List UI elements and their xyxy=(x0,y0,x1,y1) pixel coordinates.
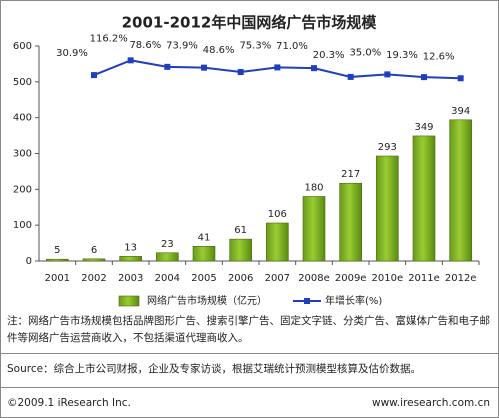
x-tick-label: 2007 xyxy=(265,273,290,284)
legend-label: 年增长率(%) xyxy=(325,294,382,307)
line-marker xyxy=(457,75,464,82)
line-label: 48.6% xyxy=(203,45,235,56)
x-tick-label: 2001 xyxy=(45,273,70,284)
bar xyxy=(339,182,362,262)
bar-label: 13 xyxy=(124,242,137,253)
line-label: 71.0% xyxy=(276,41,308,52)
copyright: ©2009.1 iResearch Inc. xyxy=(7,397,131,409)
bar-label: 23 xyxy=(161,239,174,250)
bar-label: 394 xyxy=(451,106,470,117)
bar xyxy=(449,119,472,262)
line-label: 30.9% xyxy=(56,48,88,59)
bar-label: 349 xyxy=(414,122,433,133)
chart-title: 2001-2012年中国网络广告市场规模 xyxy=(122,14,378,32)
bar xyxy=(82,258,106,262)
y-tick-label: 200 xyxy=(13,184,32,195)
separator xyxy=(1,387,498,388)
x-tick-label: 2010e xyxy=(372,273,404,284)
line-label: 116.2% xyxy=(90,33,128,44)
bar xyxy=(192,246,216,262)
bar-label: 41 xyxy=(198,232,211,243)
bar-label: 217 xyxy=(341,169,360,180)
line-label: 73.9% xyxy=(166,41,198,52)
line-marker xyxy=(421,74,427,81)
bar xyxy=(46,258,69,262)
y-tick-label: 0 xyxy=(26,256,32,267)
chart: 2001-2012年中国网络广告市场规模 0 100 200 300 400 500 600… xyxy=(13,14,480,307)
line-marker xyxy=(347,73,354,80)
source: Source：综合上市公司财报，企业及专家访谈，根据艾瑞统计预测模型核算及估价数… xyxy=(7,363,422,375)
x-tick-label: 2005 xyxy=(191,273,216,284)
bar-label: 6 xyxy=(91,245,97,256)
legend-swatch xyxy=(118,295,140,307)
bar-label: 106 xyxy=(268,209,287,220)
line-marker xyxy=(384,71,391,78)
line-label: 20.3% xyxy=(313,50,345,61)
line-marker xyxy=(201,64,207,71)
x-tick-label: 2011e xyxy=(408,273,440,284)
bar xyxy=(119,256,142,262)
bar xyxy=(266,222,289,262)
legend-label: 网络广告市场规模（亿元） xyxy=(147,294,267,307)
note: 注：网络广告市场规模包括品牌图形广告、搜索引擎广告、固定文字链、分类广告、富媒体… xyxy=(7,315,490,344)
line-marker xyxy=(311,65,317,72)
bar-label: 293 xyxy=(378,142,397,153)
line-label: 35.0% xyxy=(349,47,381,58)
line-label: 12.6% xyxy=(423,51,455,62)
x-tick-label: 2012e xyxy=(445,273,477,284)
x-tick-label: 2006 xyxy=(228,273,253,284)
bar-label: 5 xyxy=(54,245,60,256)
bar xyxy=(412,135,436,262)
y-tick-label: 100 xyxy=(13,220,32,231)
bar xyxy=(302,196,326,262)
x-tick-label: 2008e xyxy=(298,273,330,284)
x-tick-label: 2002 xyxy=(81,273,106,284)
line-marker xyxy=(127,57,134,64)
y-tick-label: 500 xyxy=(13,77,32,88)
bar xyxy=(229,238,252,262)
legend-marker xyxy=(304,298,310,304)
website: www.iresearch.com.cn xyxy=(371,397,490,409)
line-marker xyxy=(237,69,244,76)
line-label: 19.3% xyxy=(386,50,418,61)
line-label: 75.3% xyxy=(239,40,271,51)
y-tick-label: 300 xyxy=(13,149,32,160)
x-tick-label: 2004 xyxy=(155,273,180,284)
line-marker xyxy=(164,63,171,70)
line-label: 78.6% xyxy=(129,40,161,51)
line-marker xyxy=(91,72,97,79)
bar xyxy=(376,155,399,262)
bar xyxy=(156,252,179,262)
x-tick-label: 2003 xyxy=(118,273,143,284)
bar-label: 180 xyxy=(304,183,323,194)
y-tick-label: 600 xyxy=(13,41,32,52)
x-tick-label: 2009e xyxy=(335,273,367,284)
separator xyxy=(1,353,498,354)
y-tick-label: 400 xyxy=(13,113,32,124)
line-marker xyxy=(274,64,281,71)
bar-label: 61 xyxy=(234,225,247,236)
